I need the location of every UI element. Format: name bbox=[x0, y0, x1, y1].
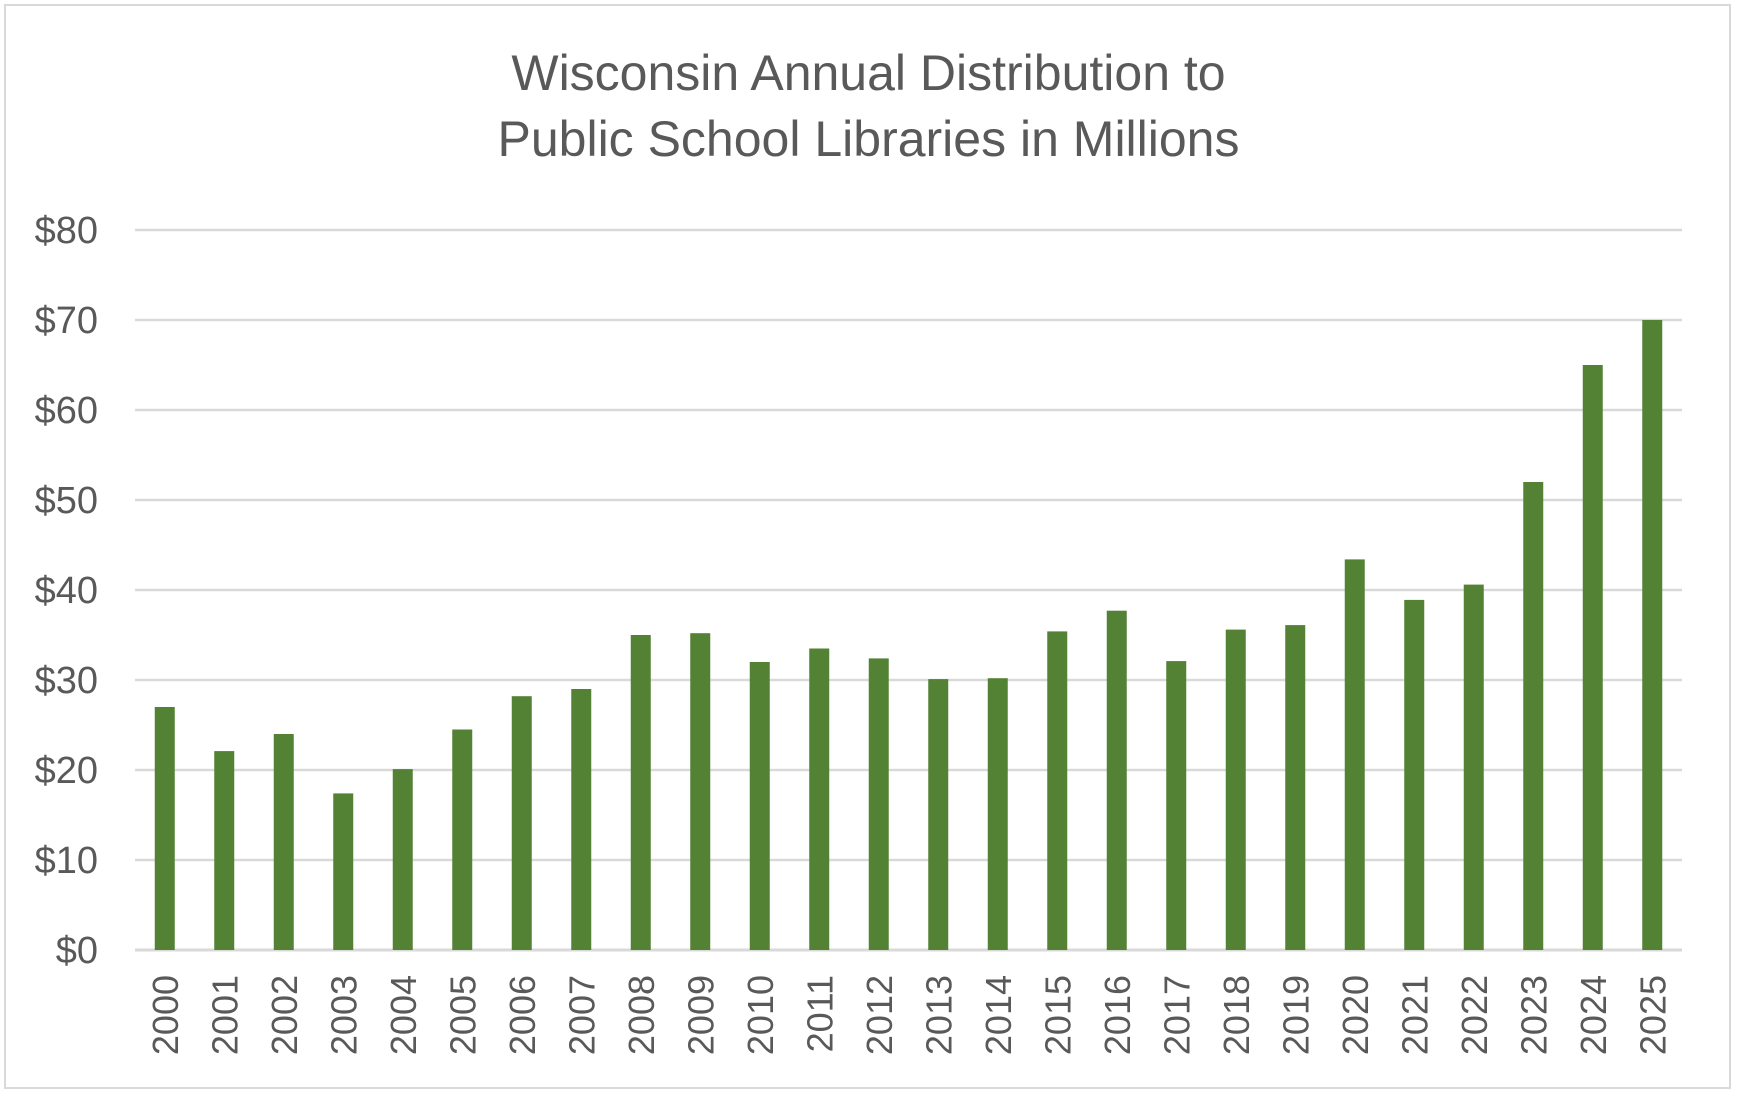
x-tick-label-2022: 2022 bbox=[1454, 975, 1495, 1055]
x-tick-label-2019: 2019 bbox=[1275, 975, 1316, 1055]
x-tick-label-2011: 2011 bbox=[799, 975, 840, 1052]
x-tick-label-2002: 2002 bbox=[264, 975, 305, 1055]
x-axis-tick-labels: 2000 2001 2002 2003 2004 2005 2006 2007 2008 2009… bbox=[145, 975, 1674, 1055]
bars bbox=[154, 320, 1663, 950]
y-tick-label: $30 bbox=[35, 660, 98, 702]
x-tick-label-2012: 2012 bbox=[859, 975, 900, 1055]
x-tick-label-2010: 2010 bbox=[740, 975, 781, 1055]
bar-2023 bbox=[1523, 482, 1544, 950]
bar-2019 bbox=[1285, 625, 1306, 950]
x-tick-label-2020: 2020 bbox=[1335, 975, 1376, 1055]
x-tick-label-2005: 2005 bbox=[442, 975, 483, 1055]
x-tick-label-2021: 2021 bbox=[1394, 975, 1435, 1055]
y-tick-label: $80 bbox=[35, 210, 98, 252]
x-tick-label-2003: 2003 bbox=[323, 975, 364, 1055]
x-tick-label-2024: 2024 bbox=[1573, 975, 1614, 1055]
bar-2004 bbox=[392, 769, 413, 950]
x-tick-label-2009: 2009 bbox=[680, 975, 721, 1055]
bar-2007 bbox=[571, 689, 592, 950]
x-tick-label-2014: 2014 bbox=[978, 975, 1019, 1055]
bar-2008 bbox=[630, 635, 651, 950]
y-axis-tick-labels: $0 $10 $20 $30 $40 $50 $60 $70 $80 bbox=[35, 210, 98, 972]
bar-2006 bbox=[511, 696, 532, 950]
x-tick-label-2023: 2023 bbox=[1513, 975, 1554, 1055]
bar-2015 bbox=[1047, 631, 1068, 950]
bar-2014 bbox=[987, 678, 1008, 950]
bar-2020 bbox=[1344, 559, 1365, 950]
bar-2010 bbox=[749, 662, 770, 950]
x-tick-label-2013: 2013 bbox=[918, 975, 959, 1055]
y-tick-label: $40 bbox=[35, 570, 98, 612]
bar-2003 bbox=[333, 793, 354, 950]
y-tick-label: $0 bbox=[56, 930, 98, 972]
bar-2016 bbox=[1106, 610, 1127, 950]
x-tick-label-2025: 2025 bbox=[1632, 975, 1673, 1055]
x-tick-label-2006: 2006 bbox=[502, 975, 543, 1055]
bar-2000 bbox=[154, 707, 175, 950]
bar-2011 bbox=[809, 648, 830, 950]
x-tick-label-2016: 2016 bbox=[1097, 975, 1138, 1055]
chart-title-line-2: Public School Libraries in Millions bbox=[497, 111, 1240, 167]
y-tick-label: $60 bbox=[35, 390, 98, 432]
y-tick-label: $70 bbox=[35, 300, 98, 342]
x-tick-label-2008: 2008 bbox=[621, 975, 662, 1055]
x-tick-label-2007: 2007 bbox=[561, 975, 602, 1055]
x-tick-label-2017: 2017 bbox=[1156, 975, 1197, 1055]
x-tick-label-2001: 2001 bbox=[204, 975, 245, 1055]
y-tick-label: $20 bbox=[35, 750, 98, 792]
x-tick-label-2015: 2015 bbox=[1037, 975, 1078, 1055]
bar-2018 bbox=[1225, 629, 1246, 950]
x-tick-label-2018: 2018 bbox=[1216, 975, 1257, 1055]
y-tick-label: $50 bbox=[35, 480, 98, 522]
bar-2024 bbox=[1582, 365, 1603, 950]
bar-2013 bbox=[928, 679, 949, 950]
bar-2002 bbox=[273, 734, 294, 950]
bar-2005 bbox=[452, 729, 473, 950]
bar-2001 bbox=[214, 751, 235, 950]
bar-2021 bbox=[1404, 599, 1425, 950]
x-tick-label-2000: 2000 bbox=[145, 975, 186, 1055]
bar-2009 bbox=[690, 633, 711, 950]
bar-2017 bbox=[1166, 661, 1187, 950]
gridlines bbox=[135, 228, 1682, 952]
bar-2012 bbox=[868, 658, 889, 950]
x-tick-label-2004: 2004 bbox=[383, 975, 424, 1055]
bar-2022 bbox=[1463, 584, 1484, 950]
bar-2025 bbox=[1642, 320, 1663, 950]
chart-title: Wisconsin Annual Distribution to Public … bbox=[0, 40, 1737, 172]
chart-title-line-1: Wisconsin Annual Distribution to bbox=[511, 45, 1226, 101]
y-tick-label: $10 bbox=[35, 840, 98, 882]
